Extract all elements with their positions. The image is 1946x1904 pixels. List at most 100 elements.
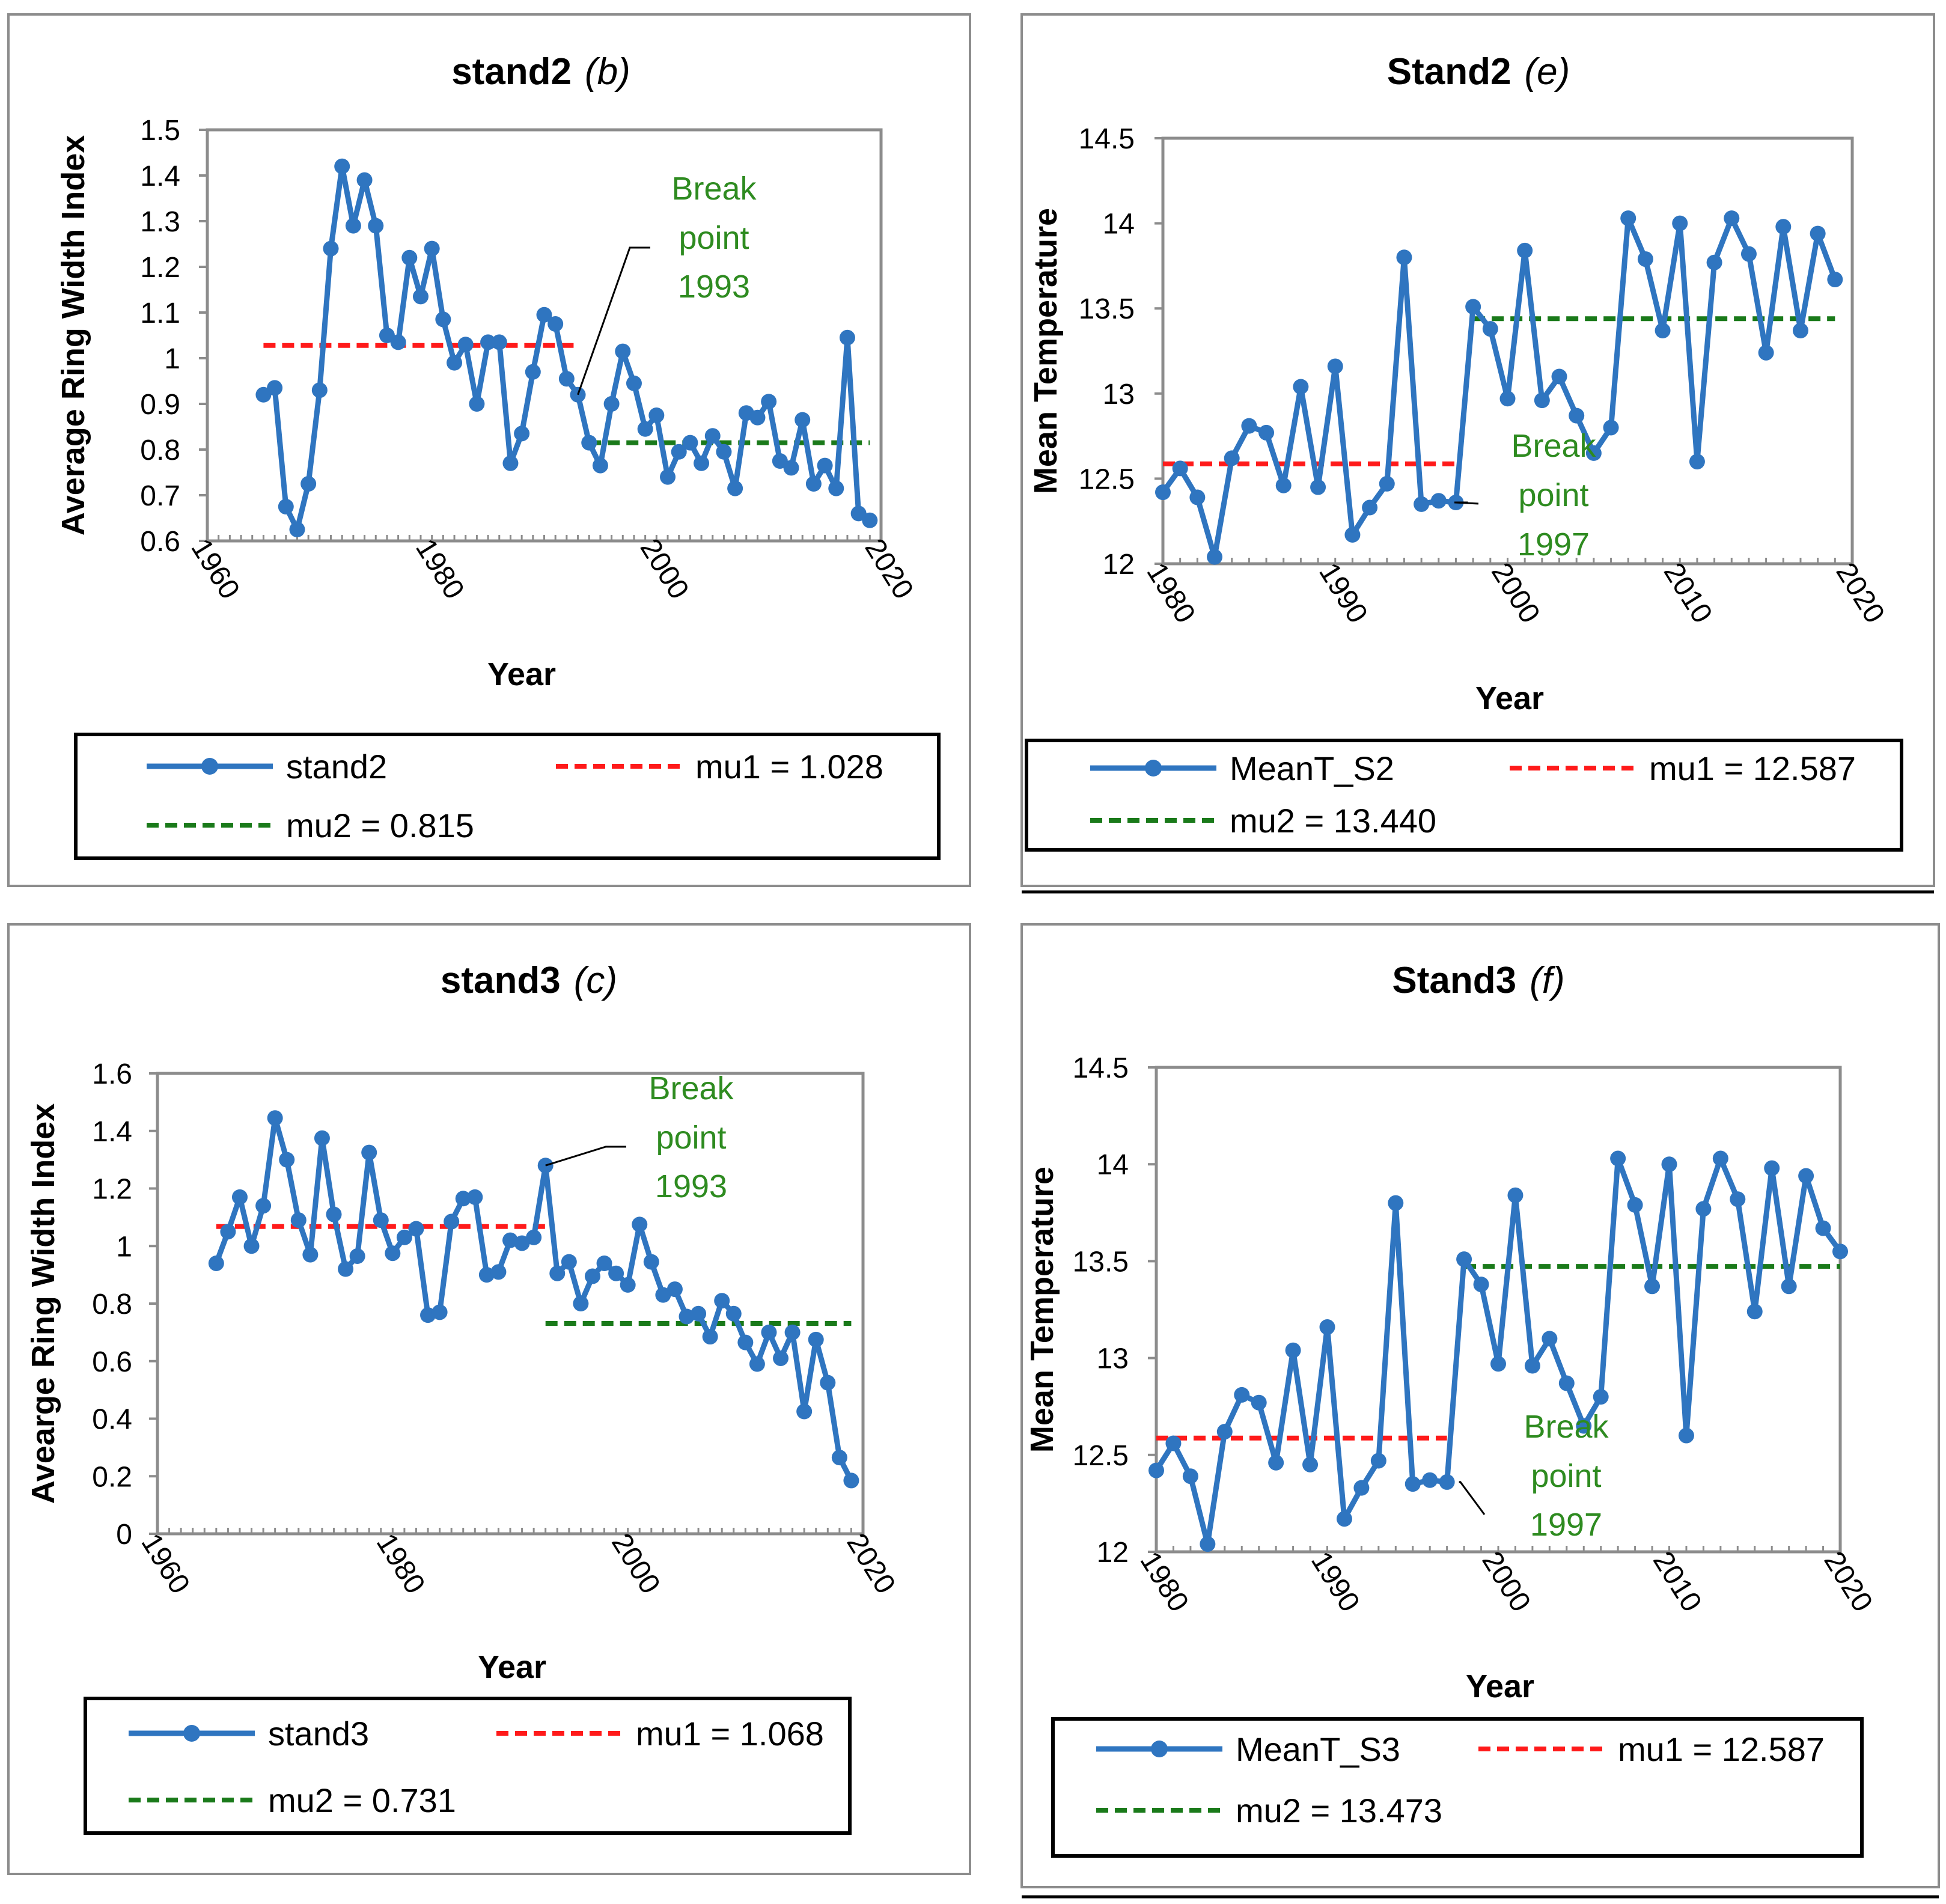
legend-series-label: stand3	[268, 1715, 369, 1753]
y-tick-label: 0.9	[140, 389, 180, 421]
annotation-text: Break	[1511, 428, 1596, 464]
x-axis-title: Year	[478, 1649, 546, 1685]
data-point	[435, 311, 451, 328]
y-tick-label: 1	[164, 343, 180, 375]
data-point	[334, 158, 350, 174]
y-tick-label: 0.8	[92, 1289, 132, 1320]
data-point	[1724, 210, 1740, 227]
data-point	[773, 1350, 789, 1366]
data-point	[1405, 1476, 1421, 1492]
data-point	[1370, 1453, 1386, 1469]
data-point	[784, 1324, 801, 1340]
data-point	[1610, 1150, 1626, 1167]
data-point	[424, 240, 440, 257]
legend: MeanT_S3 mu1 = 12.587 mu2 = 13.473	[1051, 1717, 1864, 1858]
data-point	[1293, 379, 1309, 395]
data-point	[1490, 1356, 1506, 1372]
y-tick-label: 1	[116, 1231, 132, 1263]
y-tick-label: 14	[1103, 209, 1135, 240]
chart-title-text: stand3	[441, 960, 561, 1001]
x-axis-title: Year	[487, 656, 556, 692]
data-point	[1551, 368, 1567, 385]
data-point	[1706, 254, 1722, 270]
data-point	[694, 455, 710, 471]
data-point	[772, 453, 788, 469]
data-point	[279, 1152, 295, 1168]
legend-mu2-label: mu2 = 13.473	[1236, 1792, 1442, 1829]
legend-box	[1025, 739, 1903, 852]
data-point	[1268, 1454, 1284, 1471]
y-tick-label: 13	[1103, 379, 1135, 410]
data-point	[1319, 1319, 1335, 1335]
data-point	[831, 1450, 847, 1466]
data-point	[1810, 225, 1826, 242]
data-point	[526, 1229, 542, 1245]
data-point	[808, 1331, 824, 1347]
y-tick-label: 13.5	[1079, 293, 1135, 325]
data-point	[231, 1189, 248, 1205]
legend-series-marker	[1151, 1741, 1168, 1757]
data-point	[1473, 1277, 1489, 1293]
legend: MeanT_S2 mu1 = 12.587 mu2 = 13.440	[1025, 739, 1903, 852]
data-point	[1678, 1427, 1694, 1444]
data-point	[1758, 344, 1774, 361]
annotation-leader	[577, 246, 650, 395]
data-point	[1353, 1480, 1370, 1496]
data-point	[862, 512, 878, 528]
chart-title-tag: (f)	[1530, 960, 1565, 1001]
data-point	[490, 1264, 507, 1280]
data-point	[1740, 246, 1757, 262]
data-point	[626, 375, 642, 391]
data-point	[1224, 450, 1240, 466]
data-point	[323, 240, 339, 257]
data-point	[1507, 1187, 1524, 1203]
chart-title: stand3 (c)	[441, 960, 617, 1001]
data-point	[1465, 299, 1481, 315]
y-tick-label: 14.5	[1079, 123, 1135, 155]
y-tick-label: 1.4	[92, 1116, 132, 1148]
data-point	[1172, 460, 1188, 477]
data-point	[300, 476, 317, 492]
y-tick-label: 13.5	[1073, 1246, 1129, 1278]
data-point	[220, 1224, 236, 1240]
data-point	[1815, 1220, 1831, 1236]
y-tick-label: 12.5	[1079, 463, 1135, 495]
data-point	[1781, 1278, 1797, 1295]
y-axis-title: Avearge Ring Width Index	[25, 1103, 61, 1504]
y-tick-label: 0.7	[140, 480, 180, 512]
annotation-text: Break	[671, 171, 757, 207]
data-point	[666, 1281, 683, 1298]
data-point	[1798, 1168, 1814, 1184]
data-point	[682, 435, 698, 451]
annotation-text: 1993	[655, 1168, 727, 1204]
data-point	[573, 1296, 589, 1311]
data-point	[408, 1221, 424, 1237]
y-tick-label: 0	[116, 1519, 132, 1551]
legend-box	[84, 1697, 852, 1835]
data-point	[1775, 219, 1792, 235]
data-point	[208, 1255, 224, 1271]
data-point	[1524, 1358, 1540, 1374]
annotation-text: point	[656, 1120, 726, 1156]
annotation-leader	[1454, 501, 1479, 505]
data-point	[1327, 358, 1343, 374]
data-point	[561, 1254, 577, 1270]
data-point	[1362, 499, 1378, 516]
legend-box	[74, 733, 941, 860]
data-point	[302, 1246, 319, 1263]
data-point	[608, 1265, 624, 1281]
data-point	[1730, 1191, 1746, 1207]
data-point	[480, 334, 496, 350]
data-point	[1672, 215, 1688, 231]
legend-series-marker	[1145, 760, 1162, 777]
legend-box	[1051, 1717, 1864, 1858]
data-point	[396, 1229, 412, 1245]
legend-mu2-label: mu2 = 0.815	[286, 807, 474, 844]
data-point	[603, 396, 620, 412]
data-point	[1189, 489, 1206, 505]
data-point	[655, 1287, 671, 1303]
data-point	[1155, 484, 1171, 501]
y-tick-label: 0.2	[92, 1461, 132, 1493]
